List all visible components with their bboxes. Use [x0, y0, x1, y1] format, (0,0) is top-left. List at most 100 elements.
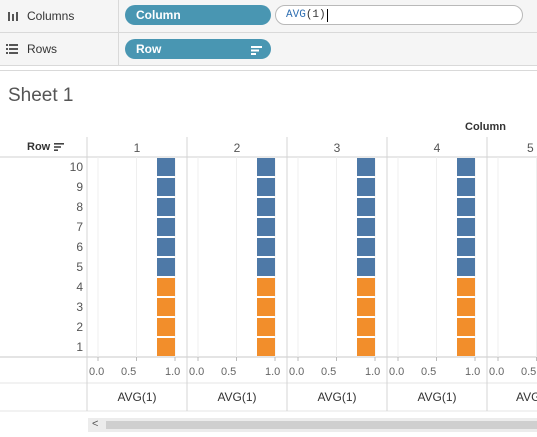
- sheet-title: Sheet 1: [8, 85, 74, 106]
- bar-pane4-row8: [457, 198, 475, 216]
- text-caret: [326, 8, 328, 22]
- bar-pane4-row3: [457, 298, 475, 316]
- axis-tick-pane3-1: 1.0: [365, 366, 381, 378]
- bar-pane1-row1: [157, 338, 175, 356]
- axis-tick-pane2-0: 0.0: [189, 366, 205, 378]
- bar-pane4-row9: [457, 178, 475, 196]
- avg-calc-pill-editor[interactable]: AVG (1): [275, 5, 523, 25]
- row-label-2[interactable]: 2: [76, 320, 83, 334]
- bar-pane1-row5: [157, 258, 175, 276]
- column-header-2[interactable]: 2: [233, 141, 241, 155]
- row-label-8[interactable]: 8: [76, 200, 83, 214]
- columns-shelf: Columns Column AVG (1): [0, 0, 537, 33]
- bar-pane2-row5: [257, 258, 275, 276]
- bar-pane1-row3: [157, 298, 175, 316]
- bar-pane3-row5: [357, 258, 375, 276]
- bar-pane2-row7: [257, 218, 275, 236]
- bar-pane2-row6: [257, 238, 275, 256]
- bar-pane4-row6: [457, 238, 475, 256]
- bar-pane4-row1: [457, 338, 475, 356]
- columns-icon: [5, 11, 19, 22]
- bar-pane3-row4: [357, 278, 375, 296]
- columns-shelf-label: Columns: [27, 9, 75, 23]
- bar-pane1-row7: [157, 218, 175, 236]
- column-pill-label: Column: [136, 8, 181, 22]
- row-field-header[interactable]: Row: [27, 141, 65, 153]
- axis-tick-pane1-1: 1.0: [165, 366, 181, 378]
- columns-shelf-label-cell: Columns: [0, 0, 119, 32]
- bar-pane1-row8: [157, 198, 175, 216]
- rows-shelf-label-cell: Rows: [0, 33, 119, 65]
- row-label-6[interactable]: 6: [76, 240, 83, 254]
- bar-pane2-row4: [257, 278, 275, 296]
- bar-pane4-row2: [457, 318, 475, 336]
- bar-pane3-row2: [357, 318, 375, 336]
- bar-pane3-row9: [357, 178, 375, 196]
- row-label-3[interactable]: 3: [76, 300, 83, 314]
- scrollbar-thumb[interactable]: [106, 421, 537, 429]
- column-header-4[interactable]: 4: [433, 141, 441, 155]
- column-header-3[interactable]: 3: [333, 141, 341, 155]
- bar-pane1-row6: [157, 238, 175, 256]
- sort-icon[interactable]: [54, 143, 65, 151]
- axis-tick-pane5-05: 0.5: [521, 366, 537, 378]
- bar-pane4-row5: [457, 258, 475, 276]
- bar-pane1-row10: [157, 158, 175, 176]
- bar-pane3-row3: [357, 298, 375, 316]
- bar-pane2-row3: [257, 298, 275, 316]
- axis-title-pane4[interactable]: AVG(1): [417, 390, 457, 404]
- axis-tick-pane1-05: 0.5: [121, 366, 137, 378]
- row-label-7[interactable]: 7: [76, 220, 83, 234]
- bar-pane4-row4: [457, 278, 475, 296]
- row-field-title: Row: [27, 141, 51, 153]
- calc-argument: (1): [305, 9, 326, 21]
- axis-tick-pane2-05: 0.5: [221, 366, 237, 378]
- row-label-10[interactable]: 10: [69, 160, 83, 174]
- row-label-5[interactable]: 5: [76, 260, 83, 274]
- bar-pane2-row9: [257, 178, 275, 196]
- bar-pane1-row4: [157, 278, 175, 296]
- rows-shelf: Rows Row: [0, 33, 537, 66]
- axis-tick-pane3-05: 0.5: [321, 366, 337, 378]
- axis-tick-pane4-1: 1.0: [465, 366, 481, 378]
- axis-tick-pane4-05: 0.5: [421, 366, 437, 378]
- bar-pane3-row8: [357, 198, 375, 216]
- column-field-title: Column: [465, 121, 506, 133]
- column-pill[interactable]: Column: [125, 5, 271, 25]
- axis-tick-pane1-0: 0.0: [89, 366, 105, 378]
- horizontal-scrollbar[interactable]: <: [88, 418, 537, 432]
- rows-icon: [5, 44, 19, 54]
- bar-pane3-row7: [357, 218, 375, 236]
- axis-tick-pane3-0: 0.0: [289, 366, 305, 378]
- bar-pane4-row7: [457, 218, 475, 236]
- scroll-left-icon[interactable]: <: [92, 418, 99, 430]
- column-header-5[interactable]: 5: [527, 141, 534, 155]
- axis-tick-pane2-1: 1.0: [265, 366, 281, 378]
- row-label-1[interactable]: 1: [76, 340, 83, 354]
- bar-pane3-row6: [357, 238, 375, 256]
- row-label-9[interactable]: 9: [76, 180, 83, 194]
- row-pill-label: Row: [136, 42, 162, 56]
- bar-pane4-row10: [457, 158, 475, 176]
- row-pill[interactable]: Row: [125, 39, 271, 59]
- axis-title-pane1[interactable]: AVG(1): [117, 390, 157, 404]
- bar-pane3-row10: [357, 158, 375, 176]
- calc-function: AVG: [286, 9, 306, 21]
- bar-pane1-row2: [157, 318, 175, 336]
- sort-descending-icon[interactable]: [251, 44, 262, 58]
- bar-pane2-row8: [257, 198, 275, 216]
- shelf-divider: [0, 70, 537, 71]
- axis-title-pane2[interactable]: AVG(1): [217, 390, 257, 404]
- bar-pane3-row1: [357, 338, 375, 356]
- rows-shelf-label: Rows: [27, 42, 58, 56]
- axis-tick-pane5-0: 0.0: [489, 366, 505, 378]
- axis-title-pane3[interactable]: AVG(1): [317, 390, 357, 404]
- axis-tick-pane4-0: 0.0: [389, 366, 405, 378]
- bar-pane2-row10: [257, 158, 275, 176]
- axis-title-pane5[interactable]: AVG(1): [516, 390, 537, 404]
- column-header-1[interactable]: 1: [133, 141, 141, 155]
- bar-pane2-row1: [257, 338, 275, 356]
- bar-pane2-row2: [257, 318, 275, 336]
- row-label-4[interactable]: 4: [76, 280, 83, 294]
